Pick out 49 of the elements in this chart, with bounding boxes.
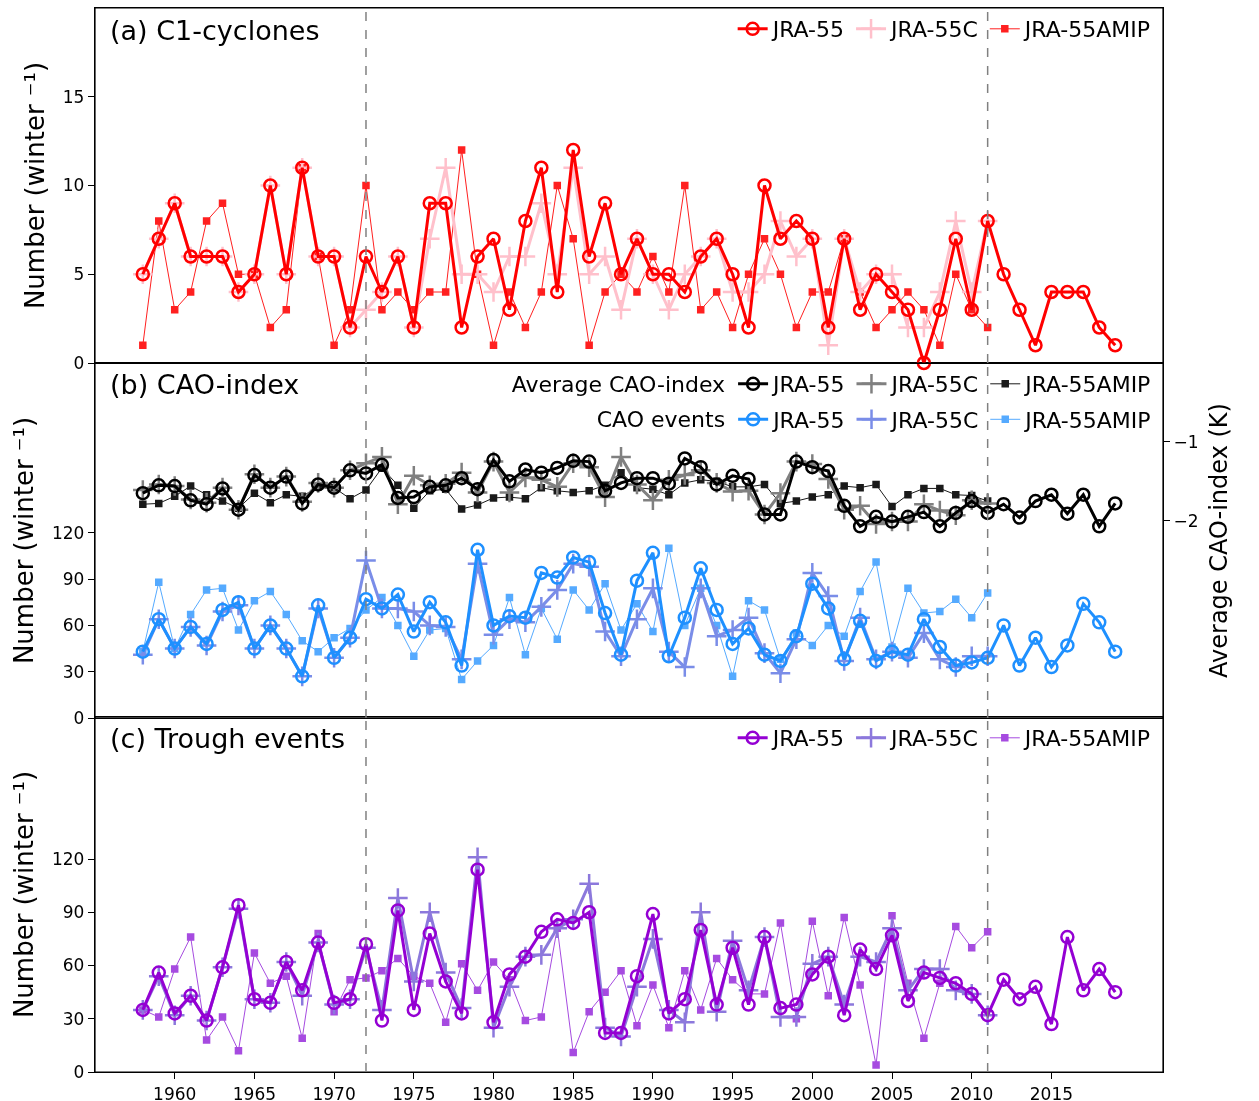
annotation: CAO events <box>596 406 726 432</box>
legend-label: JRA-55C <box>889 17 978 43</box>
y-tick-label: 0 <box>73 707 85 728</box>
y-tick-label: 90 <box>62 902 85 923</box>
legend-label: JRA-55AMIP <box>1023 407 1151 433</box>
y-tick-label: 90 <box>62 568 85 589</box>
y-tick-label: 5 <box>73 264 85 285</box>
x-tick-label: 2010 <box>950 1083 994 1101</box>
legend-label: JRA-55 <box>771 372 845 398</box>
legend-label: JRA-55C <box>889 726 978 752</box>
y2-tick-label: −1 <box>1173 431 1199 452</box>
y-tick-label: 120 <box>51 522 85 543</box>
legend-label: JRA-55AMIP <box>1022 17 1150 43</box>
y2-axis-title: Average CAO-index (K) <box>1204 402 1233 678</box>
chart-title: (a) C1-cyclones <box>110 15 320 46</box>
legend-label: JRA-55 <box>770 726 845 752</box>
x-tick-label: 2015 <box>1029 1083 1074 1101</box>
y-tick-label: 60 <box>62 955 85 976</box>
x-tick-label: 1980 <box>471 1083 516 1101</box>
chart-title: (c) Trough events <box>110 723 345 755</box>
x-tick-label: 2000 <box>790 1083 834 1101</box>
y2-tick-label: −2 <box>1173 510 1199 531</box>
legend-label: JRA-55 <box>770 17 845 43</box>
y-tick-label: 60 <box>62 615 85 635</box>
x-tick-label: 1965 <box>232 1083 277 1101</box>
y-tick-label: 0 <box>73 352 85 373</box>
y-tick-label: 0 <box>73 1062 85 1083</box>
x-tick-label: 1990 <box>631 1083 675 1101</box>
x-tick-label: 1975 <box>392 1083 436 1101</box>
legend-label: JRA-55C <box>889 407 979 433</box>
legend-label: JRA-55AMIP <box>1022 726 1150 752</box>
legend-label: JRA-55C <box>889 372 979 398</box>
x-tick-label: 1960 <box>153 1083 197 1101</box>
x-tick-label: 1995 <box>710 1083 755 1101</box>
x-tick-label: 2005 <box>870 1083 914 1101</box>
y-tick-label: 30 <box>62 661 85 682</box>
y-tick-label: 15 <box>62 86 85 107</box>
x-tick-label: 1985 <box>551 1083 595 1101</box>
legend-label: JRA-55AMIP <box>1023 372 1151 398</box>
y-tick-label: 30 <box>62 1009 85 1030</box>
y-tick-label: 10 <box>62 175 85 196</box>
x-tick-label: 1970 <box>312 1083 356 1101</box>
y-axis-title: Number (winter ⁻¹) <box>9 771 40 1019</box>
annotation: Average CAO-index <box>511 371 726 397</box>
legend-label: JRA-55 <box>771 407 845 433</box>
y-axis-title: Number (winter ⁻¹) <box>20 61 51 310</box>
chart-title: (b) CAO-index <box>110 368 300 400</box>
y-axis-title: Number (winter ⁻¹) <box>9 416 40 664</box>
y-tick-label: 120 <box>51 849 85 870</box>
